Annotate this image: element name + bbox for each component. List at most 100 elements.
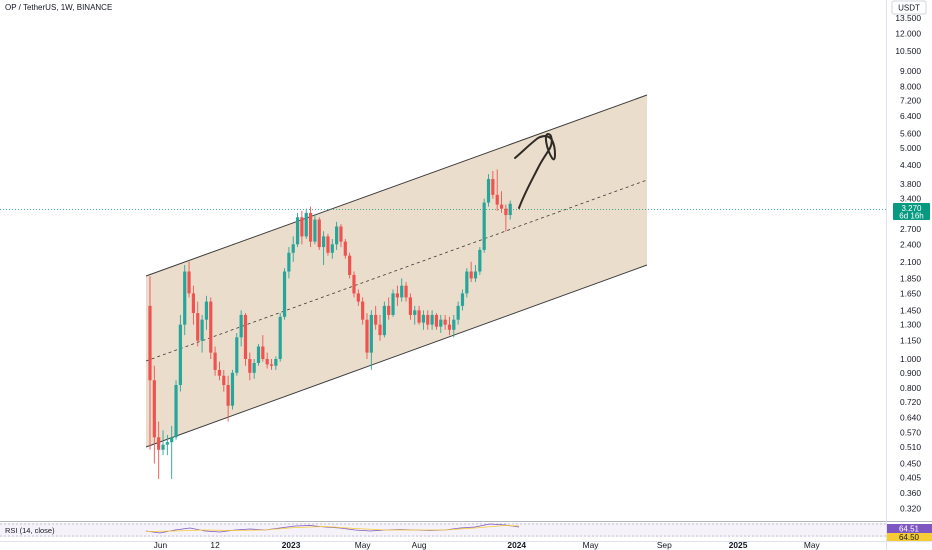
candle — [278, 313, 282, 362]
channel-lower-line[interactable] — [145, 264, 648, 448]
candle — [317, 217, 321, 250]
candle-body — [434, 314, 439, 327]
candle — [499, 191, 504, 213]
time-axis[interactable]: Jun 12 2023 May Aug 2024 May Sep 2025 May — [154, 540, 821, 550]
candle-body — [187, 271, 191, 294]
candle — [243, 313, 248, 366]
hand-drawn-arrow[interactable] — [514, 133, 556, 209]
channel-upper-line[interactable] — [145, 94, 648, 277]
candle — [486, 174, 491, 207]
candle — [287, 247, 291, 279]
time-tick-label: 2024 — [507, 540, 526, 550]
candle — [152, 365, 156, 464]
candle — [387, 297, 391, 320]
price-tick-label: 7.200 — [900, 95, 921, 105]
price-tick-label: 0.640 — [900, 412, 921, 422]
rsi-ma-line — [145, 525, 520, 532]
candle — [408, 293, 412, 320]
candle-body — [235, 337, 239, 373]
price-tick-label: 1.300 — [900, 320, 921, 330]
candle-body — [200, 319, 204, 341]
currency-unit-button[interactable]: USDT — [891, 0, 927, 15]
candle-body — [499, 204, 504, 209]
price-tick-label: 1.000 — [900, 354, 921, 364]
price-tick-label: 10.500 — [895, 46, 921, 56]
candle — [339, 224, 343, 248]
candle — [456, 301, 460, 325]
candle-body — [191, 293, 195, 314]
rsi-indicator-label: RSI (14, close) — [5, 526, 55, 535]
candle-body — [265, 359, 269, 365]
price-tick-label: 1.650 — [900, 288, 921, 298]
candle — [378, 314, 382, 341]
last-price-value: 3.270 — [901, 204, 922, 213]
candle — [222, 369, 226, 392]
candle-body — [361, 301, 365, 320]
candle — [157, 421, 161, 480]
candle — [473, 264, 478, 282]
candle-body — [387, 305, 391, 315]
price-tick-label: 5.000 — [900, 143, 921, 153]
candle — [178, 314, 182, 392]
price-tick-label: 1.450 — [900, 305, 921, 315]
price-tick-label: 0.720 — [900, 397, 921, 407]
candle-body — [196, 313, 200, 341]
price-tick-label: 0.800 — [900, 383, 921, 393]
candle — [148, 276, 152, 450]
candle-body — [148, 305, 152, 381]
candle — [439, 314, 443, 333]
channel-median-line[interactable] — [145, 179, 648, 362]
price-tick-label: 5.600 — [900, 128, 921, 138]
price-tick-label: 6.400 — [900, 111, 921, 121]
candle — [183, 264, 187, 336]
candle-body — [452, 319, 456, 330]
candle — [465, 268, 469, 298]
candle — [248, 352, 252, 381]
candle-body — [282, 271, 287, 317]
candle-body — [486, 179, 491, 203]
candle-body — [348, 255, 352, 275]
time-tick-label: 2023 — [282, 540, 301, 550]
candle-body — [456, 305, 460, 320]
candle — [400, 278, 404, 302]
candle — [235, 332, 239, 376]
candle-body — [482, 202, 486, 250]
price-tick-label: 0.510 — [900, 442, 921, 452]
candle — [217, 361, 222, 381]
candle — [295, 212, 300, 248]
candle-body — [209, 301, 213, 353]
price-axis[interactable]: 13.500 12.000 10.500 9.000 8.000 7.200 6.400 5.… — [895, 13, 921, 513]
candle — [261, 335, 265, 362]
candle-body — [330, 244, 334, 253]
candle — [365, 313, 369, 359]
candle — [469, 261, 473, 282]
price-tick-label: 2.100 — [900, 257, 921, 267]
candle-body — [256, 346, 261, 363]
candle — [391, 289, 395, 317]
price-tick-label: 0.570 — [900, 428, 921, 438]
candle-body — [152, 380, 156, 438]
candle-body — [430, 314, 434, 325]
candle — [382, 301, 386, 338]
candle-body — [335, 226, 339, 245]
candle — [508, 200, 512, 220]
candle — [348, 252, 352, 279]
bar-countdown: 6d 16h — [899, 212, 923, 221]
candle-body — [170, 437, 174, 443]
candle-body — [504, 208, 508, 216]
candle-body — [391, 293, 395, 315]
candle-body — [326, 236, 330, 253]
candle — [165, 434, 169, 456]
price-tick-label: 1.850 — [900, 273, 921, 283]
candle — [269, 359, 274, 370]
candle — [170, 425, 174, 480]
rsi-pane[interactable]: RSI (14, close) 64.51 64.50 — [0, 521, 932, 543]
candle — [404, 281, 408, 302]
candle — [352, 271, 356, 298]
candle-body — [274, 359, 278, 366]
candle — [200, 314, 204, 353]
price-tick-label: 8.000 — [900, 82, 921, 92]
candle-body — [400, 285, 404, 298]
candle-body — [183, 271, 187, 325]
